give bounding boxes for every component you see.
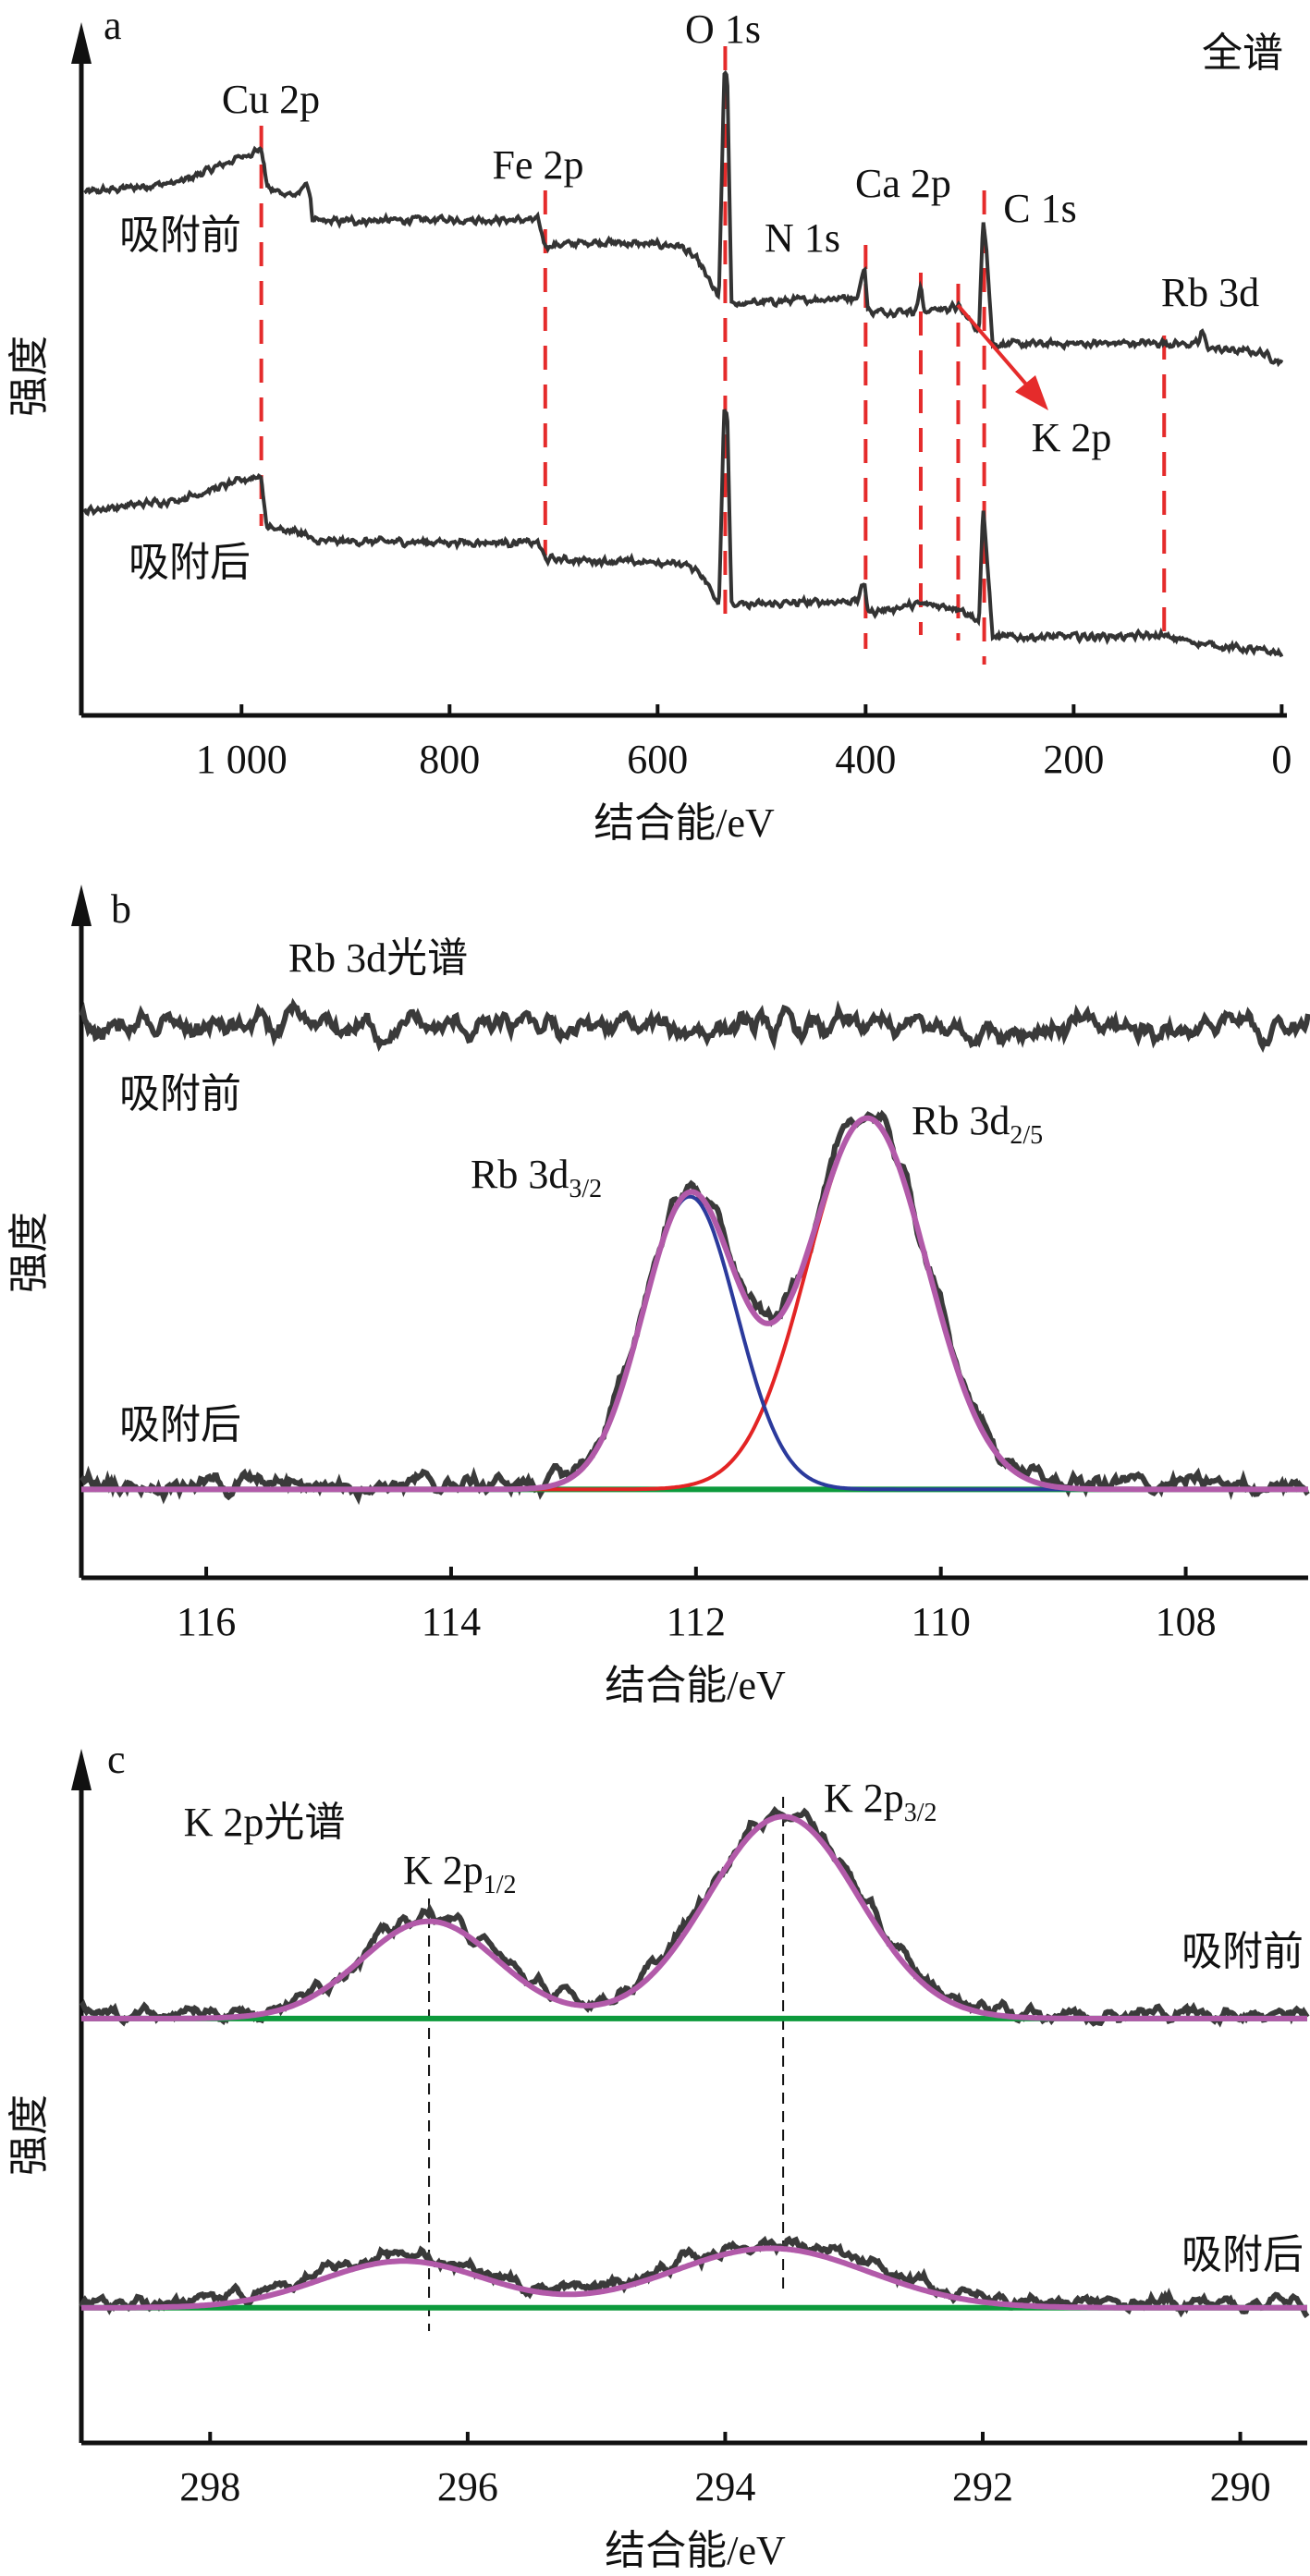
label-rb-3d-2-5: Rb 3d2/5: [912, 1098, 1043, 1150]
x-tick-label: 114: [422, 1599, 481, 1644]
spectrum-trace-before: [83, 69, 1284, 368]
series-label-after: 吸附后: [1181, 2232, 1304, 2277]
panel-c-xlabel: 结合能/eV: [605, 2528, 786, 2573]
raw-spectrum-before: [79, 997, 1310, 1054]
panel-c-plot: 298 296 294 292 290: [71, 1749, 1310, 2509]
label-k-2p-3-2: K 2p3/2: [824, 1776, 937, 1827]
x-tick-label: 298: [179, 2464, 240, 2509]
panel-a-ylabel: 强度: [6, 336, 52, 417]
x-tick-label: 296: [437, 2464, 498, 2509]
spectrum-trace-after: [82, 409, 1284, 658]
x-tick-label: 1 000: [196, 737, 288, 782]
series-label-before: 吸附前: [1181, 1929, 1304, 1974]
panel-c-k2p-spectrum: 298 296 294 292 290 c K 2p光谱 K 2p1/2 K 2p3/2…: [6, 1737, 1310, 2573]
label-rb-3d-3-2: Rb 3d3/2: [471, 1152, 602, 1203]
y-axis-arrow-icon: [71, 1749, 92, 1790]
x-tick-label: 112: [667, 1599, 726, 1644]
panel-c-ylabel: 强度: [6, 2094, 52, 2176]
panel-b-plot: 116 114 112 110 108: [71, 885, 1310, 1644]
x-tick-label: 800: [419, 737, 480, 782]
x-tick-label: 290: [1210, 2464, 1271, 2509]
series-label-before: 吸附前: [119, 213, 241, 258]
fit-envelope-after: [81, 1115, 1308, 1493]
panel-a-survey-spectrum: 1 000 800 600 400 200 0 a 全谱 Cu 2p Fe 2p O 1s…: [6, 3, 1292, 846]
panel-b-title: Rb 3d光谱: [288, 935, 468, 981]
label-cu-2p: Cu 2p: [222, 77, 320, 122]
fit-envelope-before: [81, 1813, 1307, 2021]
panel-a-plot: 1 000 800 600 400 200 0: [71, 22, 1292, 782]
label-k-2p-1-2: K 2p1/2: [403, 1848, 517, 1899]
x-tick-label: 294: [694, 2464, 755, 2509]
panel-b-letter: b: [111, 886, 131, 932]
arrow-head-icon: [1015, 375, 1048, 410]
panel-c-letter: c: [107, 1737, 126, 1782]
panel-a-title: 全谱: [1202, 31, 1283, 76]
label-o-1s: O 1s: [685, 6, 761, 52]
label-ca-2p: Ca 2p: [855, 161, 951, 206]
k-2p-arrow: [956, 303, 1035, 395]
label-n-1s: N 1s: [765, 215, 840, 261]
panel-b-xlabel: 结合能/eV: [605, 1663, 786, 1708]
raw-spectrum-after: [79, 2235, 1310, 2319]
x-tick-label: 110: [912, 1599, 971, 1644]
series-label-before: 吸附前: [119, 1071, 241, 1117]
panel-b-rb3d-spectrum: 116 114 112 110 108 b Rb 3d光谱 吸附前 吸附后 Rb 3d3…: [6, 885, 1310, 1708]
series-label-after: 吸附后: [119, 1402, 241, 1447]
y-axis-arrow-icon: [71, 22, 92, 64]
x-tick-label: 292: [952, 2464, 1013, 2509]
x-tick-label: 200: [1043, 737, 1104, 782]
x-tick-label: 108: [1156, 1599, 1217, 1644]
panel-b-ylabel: 强度: [6, 1212, 52, 1293]
y-axis-arrow-icon: [71, 885, 92, 926]
series-label-after: 吸附后: [129, 540, 251, 585]
label-c-1s: C 1s: [1003, 186, 1076, 231]
x-tick-label: 0: [1271, 737, 1292, 782]
label-rb-3d: Rb 3d: [1161, 270, 1259, 315]
label-k-2p: K 2p: [1032, 415, 1112, 460]
panel-a-letter: a: [104, 3, 122, 48]
label-fe-2p: Fe 2p: [493, 142, 584, 188]
x-tick-label: 600: [627, 737, 688, 782]
x-tick-label: 400: [835, 737, 896, 782]
x-tick-label: 116: [177, 1599, 236, 1644]
panel-c-title: K 2p光谱: [184, 1800, 346, 1845]
fit-envelope-after: [81, 2245, 1307, 2311]
panel-a-xlabel: 结合能/eV: [594, 800, 775, 846]
